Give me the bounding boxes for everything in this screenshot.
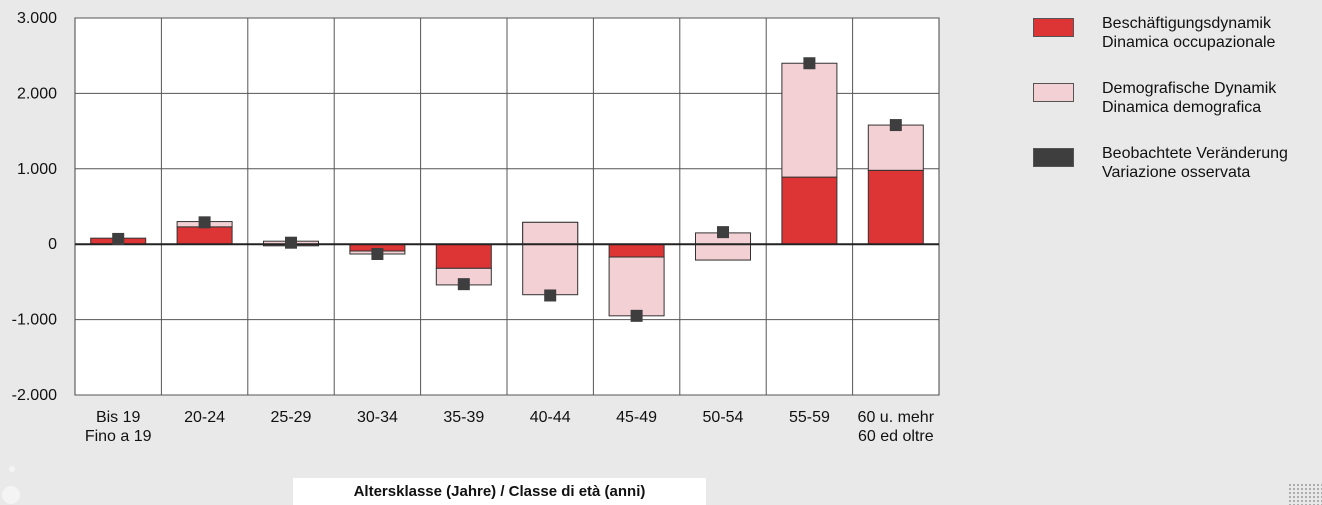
legend: Beschäftigungsdynamik Dinamica occupazion… <box>1033 14 1322 209</box>
x-tick-label: 25-29 <box>271 409 312 426</box>
x-tick-label: 45-49 <box>616 409 657 426</box>
y-axis-ticks: -2.000 -1.000 0 1.000 2.000 3.000 <box>12 10 57 404</box>
legend-item-demographic: Demografische Dynamik Dinamica demografic… <box>1033 79 1322 144</box>
bar-demographic-5 <box>522 221 579 296</box>
y-tick-label: -1.000 <box>12 312 57 329</box>
bar-employment-1 <box>176 226 233 245</box>
marker-observed-3 <box>371 248 384 261</box>
y-tick-label: 0 <box>48 236 57 253</box>
marker-observed-1 <box>198 216 211 229</box>
x-tick-label: 20-24 <box>184 409 225 426</box>
bar-demographic-9 <box>867 124 924 171</box>
marker-observed-9 <box>889 119 902 132</box>
y-tick-label: 2.000 <box>17 85 57 102</box>
legend-swatch-demographic <box>1033 83 1074 102</box>
y-tick-label: -2.000 <box>12 387 57 404</box>
marker-observed-5 <box>544 289 557 302</box>
marker-observed-0 <box>112 232 125 245</box>
x-tick-label: 35-39 <box>443 409 484 426</box>
decorative-dot-small <box>9 466 15 472</box>
bar-employment-4 <box>435 243 492 269</box>
x-axis-ticks: Bis 19 Fino a 19 20-24 25-29 30-34 35-39 40-44… <box>85 409 935 445</box>
legend-label-demographic: Demografische Dynamik Dinamica demografic… <box>1102 80 1277 116</box>
y-tick-label: 1.000 <box>17 161 57 178</box>
legend-swatch-observed <box>1033 148 1074 167</box>
gridlines <box>75 17 939 396</box>
marker-observed-8 <box>803 57 816 70</box>
legend-item-observed: Beobachtete Veränderung Variazione osserv… <box>1033 144 1322 209</box>
x-tick-label: 55-59 <box>789 409 830 426</box>
x-tick-label: 40-44 <box>530 409 571 426</box>
legend-swatch-employment <box>1033 18 1074 37</box>
x-tick-label: 30-34 <box>357 409 398 426</box>
decorative-dot-large <box>2 486 20 504</box>
corner-logo <box>1288 483 1322 505</box>
x-tick-label: Bis 19 Fino a 19 <box>85 409 152 445</box>
bar-employment-9 <box>867 169 924 245</box>
x-tick-label: 60 u. mehr 60 ed oltre <box>858 409 935 445</box>
y-tick-label: 3.000 <box>17 10 57 27</box>
marker-observed-4 <box>457 278 470 291</box>
legend-item-employment: Beschäftigungsdynamik Dinamica occupazion… <box>1033 14 1322 79</box>
legend-label-employment: Beschäftigungsdynamik Dinamica occupazion… <box>1102 15 1276 51</box>
marker-observed-2 <box>285 236 297 249</box>
bar-employment-8 <box>781 176 838 245</box>
markers <box>112 57 902 322</box>
marker-observed-6 <box>630 309 643 322</box>
legend-label-observed: Beobachtete Veränderung Variazione osserv… <box>1102 145 1288 181</box>
x-axis-title: Altersklasse (Jahre) / Classe di età (an… <box>293 478 706 505</box>
bar-demographic-8 <box>781 62 838 178</box>
x-tick-label: 50-54 <box>703 409 744 426</box>
marker-observed-7 <box>717 226 729 239</box>
bar-demographic-6 <box>608 256 665 317</box>
bar-employment-6 <box>608 243 665 258</box>
